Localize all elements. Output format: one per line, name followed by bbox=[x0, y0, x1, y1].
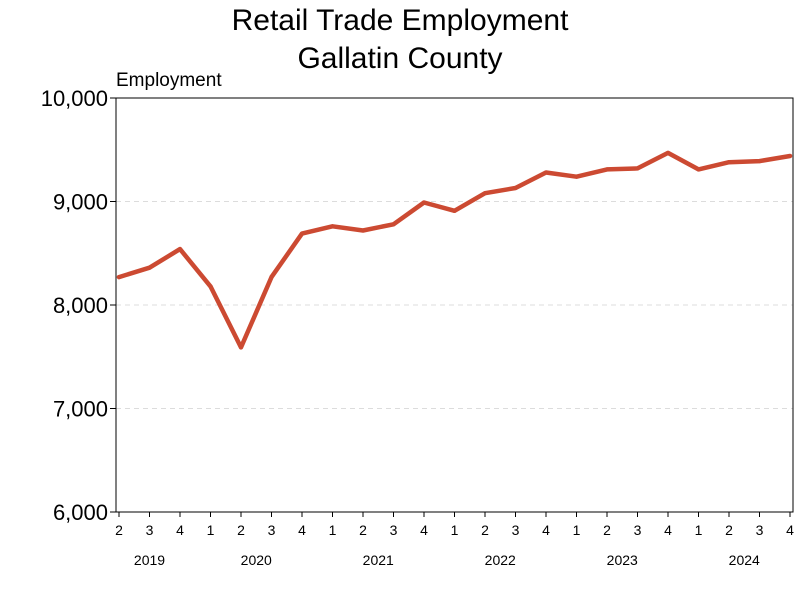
y-tick-label: 6,000 bbox=[53, 500, 108, 525]
data-point bbox=[422, 200, 426, 205]
year-label: 2020 bbox=[241, 552, 272, 568]
y-tick-label: 8,000 bbox=[53, 293, 108, 318]
quarter-tick-label: 1 bbox=[329, 522, 337, 538]
quarter-tick-label: 2 bbox=[115, 522, 123, 538]
quarter-tick-label: 4 bbox=[664, 522, 672, 538]
year-label: 2021 bbox=[363, 552, 394, 568]
data-point bbox=[727, 160, 731, 165]
data-point bbox=[544, 170, 548, 175]
data-point bbox=[574, 174, 579, 179]
chart-title-line-2: Gallatin County bbox=[297, 42, 502, 75]
quarter-tick-label: 1 bbox=[207, 522, 215, 538]
y-axis-ticks: 6,000 7,000 8,000 9,000 10,000 bbox=[41, 86, 116, 525]
data-point bbox=[696, 167, 701, 172]
data-point bbox=[239, 345, 243, 350]
quarter-tick-label: 2 bbox=[237, 522, 245, 538]
data-point bbox=[788, 153, 792, 158]
chart-title-line-1: Retail Trade Employment bbox=[232, 4, 569, 37]
quarter-tick-label: 3 bbox=[146, 522, 154, 538]
x-axis-ticks: 2 3 4 1 2 3 4 1 2 3 4 1 2 3 4 1 2 3 4 1 2 3 4 2019 2020 2021 2022 2… bbox=[115, 512, 794, 568]
quarter-tick-label: 4 bbox=[542, 522, 550, 538]
quarter-tick-label: 2 bbox=[725, 522, 733, 538]
quarter-tick-label: 3 bbox=[268, 522, 276, 538]
gridlines bbox=[116, 201, 793, 409]
quarter-tick-label: 4 bbox=[176, 522, 184, 538]
data-point bbox=[269, 275, 274, 280]
quarter-tick-label: 3 bbox=[512, 522, 520, 538]
data-point bbox=[391, 222, 396, 227]
data-point bbox=[635, 166, 640, 171]
quarter-tick-label: 4 bbox=[786, 522, 794, 538]
quarter-tick-label: 3 bbox=[390, 522, 398, 538]
quarter-tick-label: 4 bbox=[420, 522, 428, 538]
data-point bbox=[452, 208, 457, 213]
quarter-tick-label: 3 bbox=[756, 522, 764, 538]
year-label: 2023 bbox=[607, 552, 638, 568]
data-point bbox=[178, 247, 182, 252]
quarter-tick-label: 1 bbox=[695, 522, 703, 538]
year-label: 2024 bbox=[729, 552, 760, 568]
data-point bbox=[117, 275, 121, 280]
quarter-tick-label: 2 bbox=[359, 522, 367, 538]
data-point bbox=[605, 167, 609, 172]
data-point bbox=[361, 228, 365, 233]
y-tick-label: 9,000 bbox=[53, 190, 108, 215]
quarter-tick-label: 1 bbox=[451, 522, 459, 538]
data-point bbox=[513, 186, 518, 191]
year-label: 2022 bbox=[485, 552, 516, 568]
data-series bbox=[116, 150, 793, 350]
y-axis-label: Employment bbox=[116, 70, 222, 91]
data-point bbox=[147, 265, 152, 270]
y-tick-label: 7,000 bbox=[53, 397, 108, 422]
series-line bbox=[116, 150, 793, 350]
y-tick-label: 10,000 bbox=[41, 86, 108, 111]
data-point bbox=[757, 159, 762, 164]
plot-frame bbox=[115, 97, 794, 513]
data-point bbox=[208, 284, 213, 289]
data-point bbox=[483, 191, 487, 196]
quarter-tick-label: 2 bbox=[481, 522, 489, 538]
quarter-tick-label: 2 bbox=[603, 522, 611, 538]
quarter-tick-label: 3 bbox=[634, 522, 642, 538]
quarter-tick-label: 1 bbox=[573, 522, 581, 538]
quarter-tick-label: 4 bbox=[298, 522, 306, 538]
year-label: 2019 bbox=[134, 552, 165, 568]
data-point bbox=[300, 231, 304, 236]
data-point bbox=[666, 150, 670, 155]
data-point bbox=[330, 224, 335, 229]
